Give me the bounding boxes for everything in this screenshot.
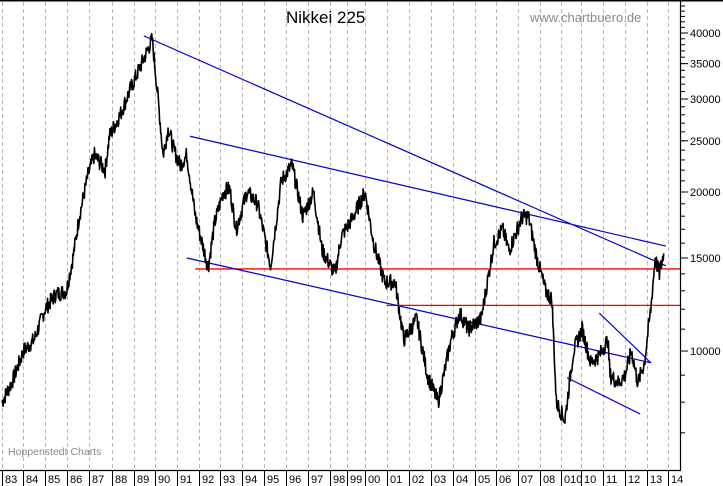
x-tick-label: 11 xyxy=(606,474,617,486)
y-tick-label: 40000 xyxy=(690,28,721,40)
x-tick-label: 01 xyxy=(390,474,402,486)
x-tick-label: 85 xyxy=(48,474,60,486)
trendlines xyxy=(143,35,667,415)
upper-resistance-from-1989 xyxy=(143,35,667,267)
x-tick-label: 03 xyxy=(434,474,446,486)
x-tick-label: 91 xyxy=(180,474,192,486)
x-tick-label: 94 xyxy=(245,474,257,486)
x-tick-label: 96 xyxy=(289,474,301,486)
chart-title: Nikkei 225 xyxy=(286,8,366,27)
x-tick-label: 04 xyxy=(456,474,468,486)
x-tick-label: 97 xyxy=(311,474,323,486)
y-tick-label: 25000 xyxy=(690,136,721,148)
x-tick-label: 08 xyxy=(543,474,555,486)
x-tick-label: 05 xyxy=(478,474,490,486)
x-tick-label: 84 xyxy=(26,474,38,486)
x-tick-label: 02 xyxy=(412,474,424,486)
short-channel-top xyxy=(598,312,652,364)
price-line xyxy=(1,32,665,425)
x-axis: 83 84 85 86 87 88 89 90 91 92 93 94 95 96 97 98 99 00 01 02… xyxy=(2,470,683,486)
x-tick-label: 07 xyxy=(521,474,533,486)
y-tick-label: 35000 xyxy=(690,59,721,71)
x-tick-label: 88 xyxy=(115,474,127,486)
x-tick-label: 93 xyxy=(223,474,235,486)
y-tick-label: 30000 xyxy=(690,94,721,106)
x-tick-label: 010 xyxy=(564,474,582,486)
y-tick-label: 15000 xyxy=(690,253,721,265)
x-tick-label: 13 xyxy=(650,474,662,486)
x-tick-label: 14 xyxy=(671,474,683,486)
x-tick-label: 86 xyxy=(70,474,82,486)
x-tick-label: 98 xyxy=(333,474,345,486)
x-tick-label: 06 xyxy=(499,474,511,486)
credit-label: Hoppenstedt Charts xyxy=(8,446,102,458)
x-tick-label: 00 xyxy=(368,474,380,486)
x-tick-label: 99 xyxy=(350,474,362,486)
x-tick-label: 92 xyxy=(202,474,214,486)
source-label: www.chartbuero.de xyxy=(530,10,642,25)
x-tick-label: 87 xyxy=(92,474,104,486)
lower-support-channel xyxy=(186,257,651,364)
x-tick-label: 95 xyxy=(267,474,279,486)
short-channel-bottom xyxy=(566,377,641,415)
x-tick-label: 12 xyxy=(628,474,640,486)
x-tick-label: 90 xyxy=(158,474,170,486)
y-tick-label: 20000 xyxy=(690,187,721,199)
upper-resistance-from-1991 xyxy=(189,135,666,247)
y-axis: 40000 35000 30000 25000 20000 15000 10000 xyxy=(680,5,721,434)
support-lines xyxy=(195,268,680,307)
y-tick-label: 10000 xyxy=(690,346,721,358)
x-tick-label: 89 xyxy=(137,474,149,486)
x-tick-label: 10 xyxy=(584,474,596,486)
x-tick-label: 83 xyxy=(5,474,17,486)
